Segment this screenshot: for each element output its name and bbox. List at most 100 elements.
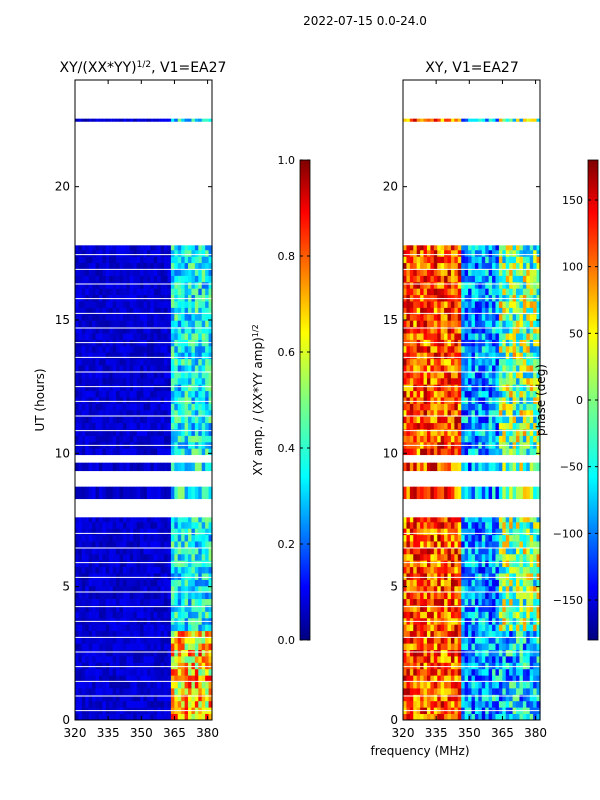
heatmap-cell (191, 249, 196, 257)
heatmap-cell (95, 486, 100, 500)
heatmap-cell (88, 517, 93, 523)
heatmap-cell (478, 662, 483, 670)
heatmap-cell (133, 547, 138, 555)
heatmap-cell (194, 700, 199, 708)
heatmap-cell (409, 636, 414, 644)
heatmap-cell (81, 462, 86, 472)
heatmap-cell (457, 560, 462, 568)
heatmap-cell (208, 462, 213, 472)
heatmap-cell (420, 397, 425, 404)
heatmap-cell (191, 675, 196, 682)
heatmap-cell (440, 656, 445, 663)
heatmap-cell (492, 371, 497, 379)
heatmap-cell (502, 573, 507, 580)
heatmap-cell (153, 579, 158, 587)
heatmap-cell (468, 528, 473, 536)
heatmap-cell (119, 585, 124, 593)
heatmap-cell (512, 403, 517, 411)
heatmap-cell (498, 566, 503, 574)
heatmap-cell (119, 435, 124, 443)
heatmap-cell (95, 560, 100, 568)
heatmap-cell (170, 275, 175, 283)
heatmap-cell (188, 281, 193, 289)
heatmap-cell (150, 643, 155, 650)
heatmap-cell (198, 668, 203, 676)
heatmap-cell (416, 371, 421, 379)
heatmap-cell (146, 566, 151, 574)
heatmap-cell (495, 409, 500, 417)
heatmap-cell (450, 611, 455, 619)
heatmap-cell (457, 547, 462, 555)
heatmap-cell (191, 521, 196, 529)
heatmap-cell (526, 643, 531, 650)
heatmap-cell (88, 694, 93, 702)
heatmap-cell (78, 256, 83, 264)
heatmap-cell (533, 358, 538, 366)
heatmap-cell (109, 713, 114, 721)
heatmap-cell (522, 598, 527, 606)
heatmap-cell (75, 269, 80, 276)
heatmap-cell (444, 448, 449, 456)
heatmap-cell (75, 448, 80, 456)
heatmap-cell (426, 694, 431, 702)
heatmap-cell (536, 528, 541, 536)
heatmap-cell (191, 435, 196, 443)
heatmap-cell (188, 700, 193, 708)
heatmap-cell (495, 521, 500, 529)
heatmap-cell (95, 384, 100, 392)
heatmap-cell (112, 675, 117, 682)
heatmap-cell (440, 358, 445, 366)
heatmap-cell (143, 429, 148, 436)
heatmap-cell (526, 390, 531, 398)
heatmap-cell (188, 416, 193, 424)
heatmap-cell (160, 118, 165, 122)
heatmap-cell (516, 605, 521, 612)
heatmap-cell (481, 700, 486, 708)
heatmap-cell (133, 422, 138, 430)
heatmap-cell (194, 643, 199, 650)
heatmap-cell (95, 521, 100, 529)
heatmap-cell (409, 547, 414, 555)
heatmap-cell (454, 713, 459, 721)
heatmap-cell (474, 377, 479, 385)
heatmap-cell (184, 429, 189, 436)
heatmap-cell (105, 275, 110, 283)
heatmap-cell (416, 592, 421, 600)
heatmap-cell (478, 566, 483, 574)
heatmap-cell (488, 668, 493, 676)
heatmap-cell (406, 403, 411, 411)
heatmap-cell (474, 390, 479, 398)
heatmap-cell (129, 249, 134, 257)
heatmap-cell (437, 694, 442, 702)
heatmap-cell (88, 281, 93, 289)
heatmap-cell (164, 307, 169, 315)
heatmap-cell (164, 269, 169, 276)
heatmap-cell (122, 397, 127, 404)
heatmap-cell (454, 553, 459, 561)
heatmap-cell (512, 365, 517, 372)
heatmap-cell (109, 429, 114, 436)
heatmap-cell (526, 636, 531, 644)
heatmap-cell (174, 262, 179, 270)
heatmap-cell (157, 409, 162, 417)
heatmap-cell (174, 700, 179, 708)
heatmap-cell (143, 390, 148, 398)
heatmap-cell (119, 649, 124, 657)
heatmap-cell (167, 605, 172, 612)
heatmap-cell (423, 409, 428, 417)
heatmap-cell (536, 592, 541, 600)
heatmap-cell (95, 688, 100, 695)
heatmap-cell (454, 528, 459, 536)
heatmap-cell (533, 573, 538, 580)
heatmap-cell (157, 605, 162, 612)
heatmap-cell (109, 649, 114, 657)
heatmap-cell (526, 713, 531, 721)
heatmap-cell (413, 403, 418, 411)
heatmap-cell (512, 486, 517, 500)
heatmap-cell (88, 630, 93, 638)
heatmap-cell (167, 249, 172, 257)
heatmap-cell (488, 435, 493, 443)
heatmap-cell (519, 636, 524, 644)
heatmap-cell (81, 521, 86, 529)
heatmap-cell (150, 630, 155, 638)
